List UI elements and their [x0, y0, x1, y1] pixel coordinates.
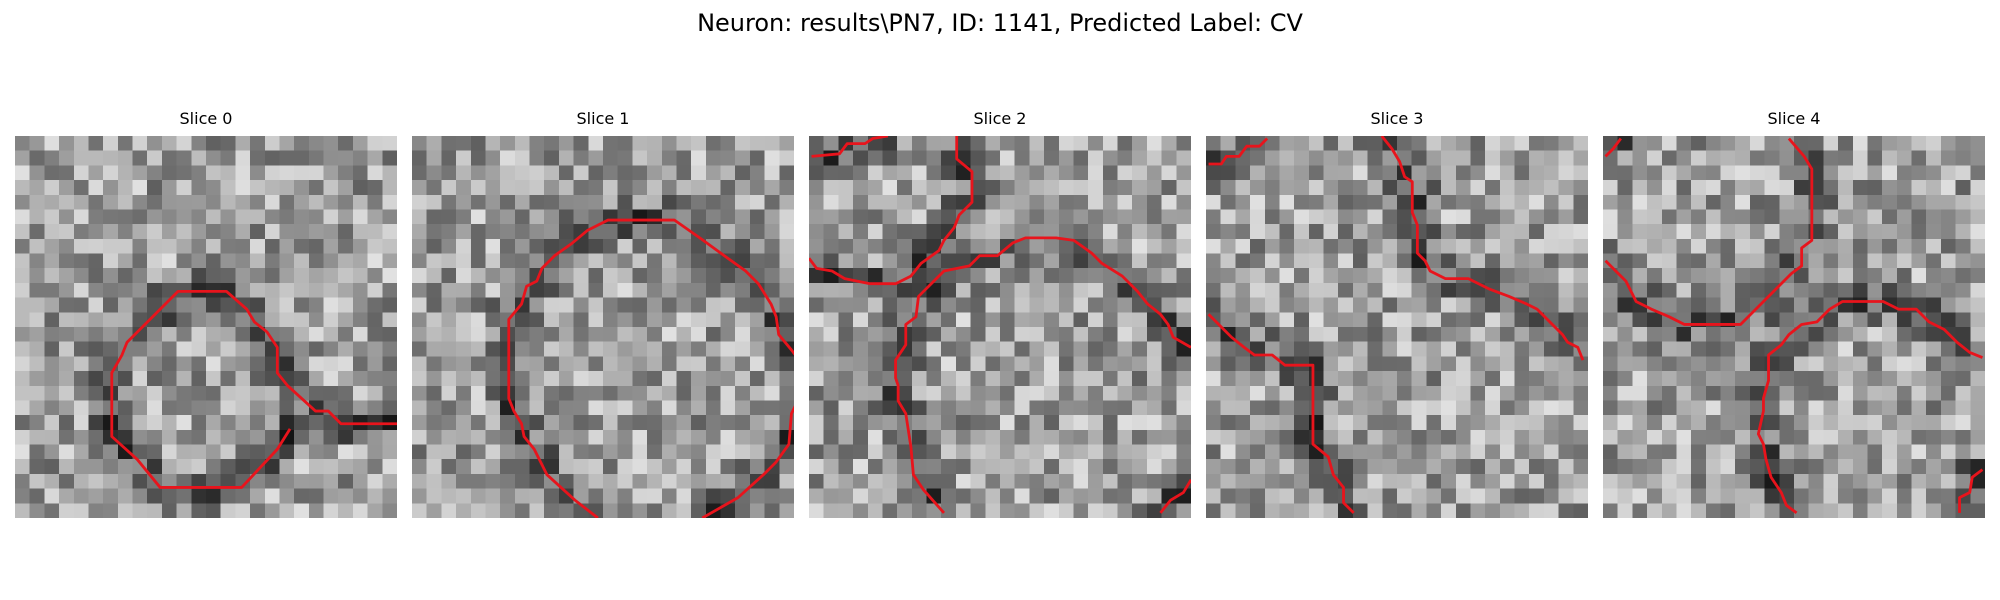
slice-panel-1: Slice 1	[412, 109, 794, 518]
segmentation-contour	[1207, 313, 1355, 514]
segmentation-contour	[1958, 468, 1984, 513]
slice-title: Slice 2	[973, 109, 1027, 128]
segmentation-contour	[110, 289, 397, 489]
micrograph-texture	[412, 136, 794, 518]
slice-image	[15, 136, 397, 518]
micrograph-texture	[1603, 136, 1985, 518]
slice-panel-2: Slice 2	[809, 109, 1191, 518]
segmentation-contour	[1159, 479, 1191, 514]
segmentation-contour	[1756, 300, 1983, 515]
segmentation-contour	[811, 136, 889, 158]
segmentation-contour	[701, 405, 794, 518]
slice-title: Slice 0	[179, 109, 233, 128]
slice-panel-3: Slice 3	[1206, 109, 1588, 518]
micrograph-texture	[15, 136, 397, 518]
slice-title: Slice 3	[1370, 109, 1424, 128]
slice-image	[809, 136, 1191, 518]
slice-title: Slice 1	[576, 109, 630, 128]
micrograph-texture	[809, 136, 1191, 518]
figure-title: Neuron: results\PN7, ID: 1141, Predicted…	[697, 9, 1303, 37]
segmentation-contour	[1604, 137, 1814, 326]
micrograph-texture	[1206, 136, 1588, 518]
segmentation-contour	[1208, 137, 1269, 166]
segmentation-contour	[894, 236, 1191, 514]
slice-image	[412, 136, 794, 518]
segmentation-contour	[507, 218, 794, 518]
slice-title: Slice 4	[1767, 109, 1821, 128]
slice-image	[1603, 136, 1985, 518]
slice-image	[1206, 136, 1588, 518]
segmentation-contour	[1380, 136, 1585, 361]
segmentation-contour	[809, 136, 974, 286]
slice-panel-4: Slice 4	[1603, 109, 1985, 518]
segmentation-contour	[1604, 137, 1622, 158]
slice-panel-0: Slice 0	[15, 109, 397, 518]
